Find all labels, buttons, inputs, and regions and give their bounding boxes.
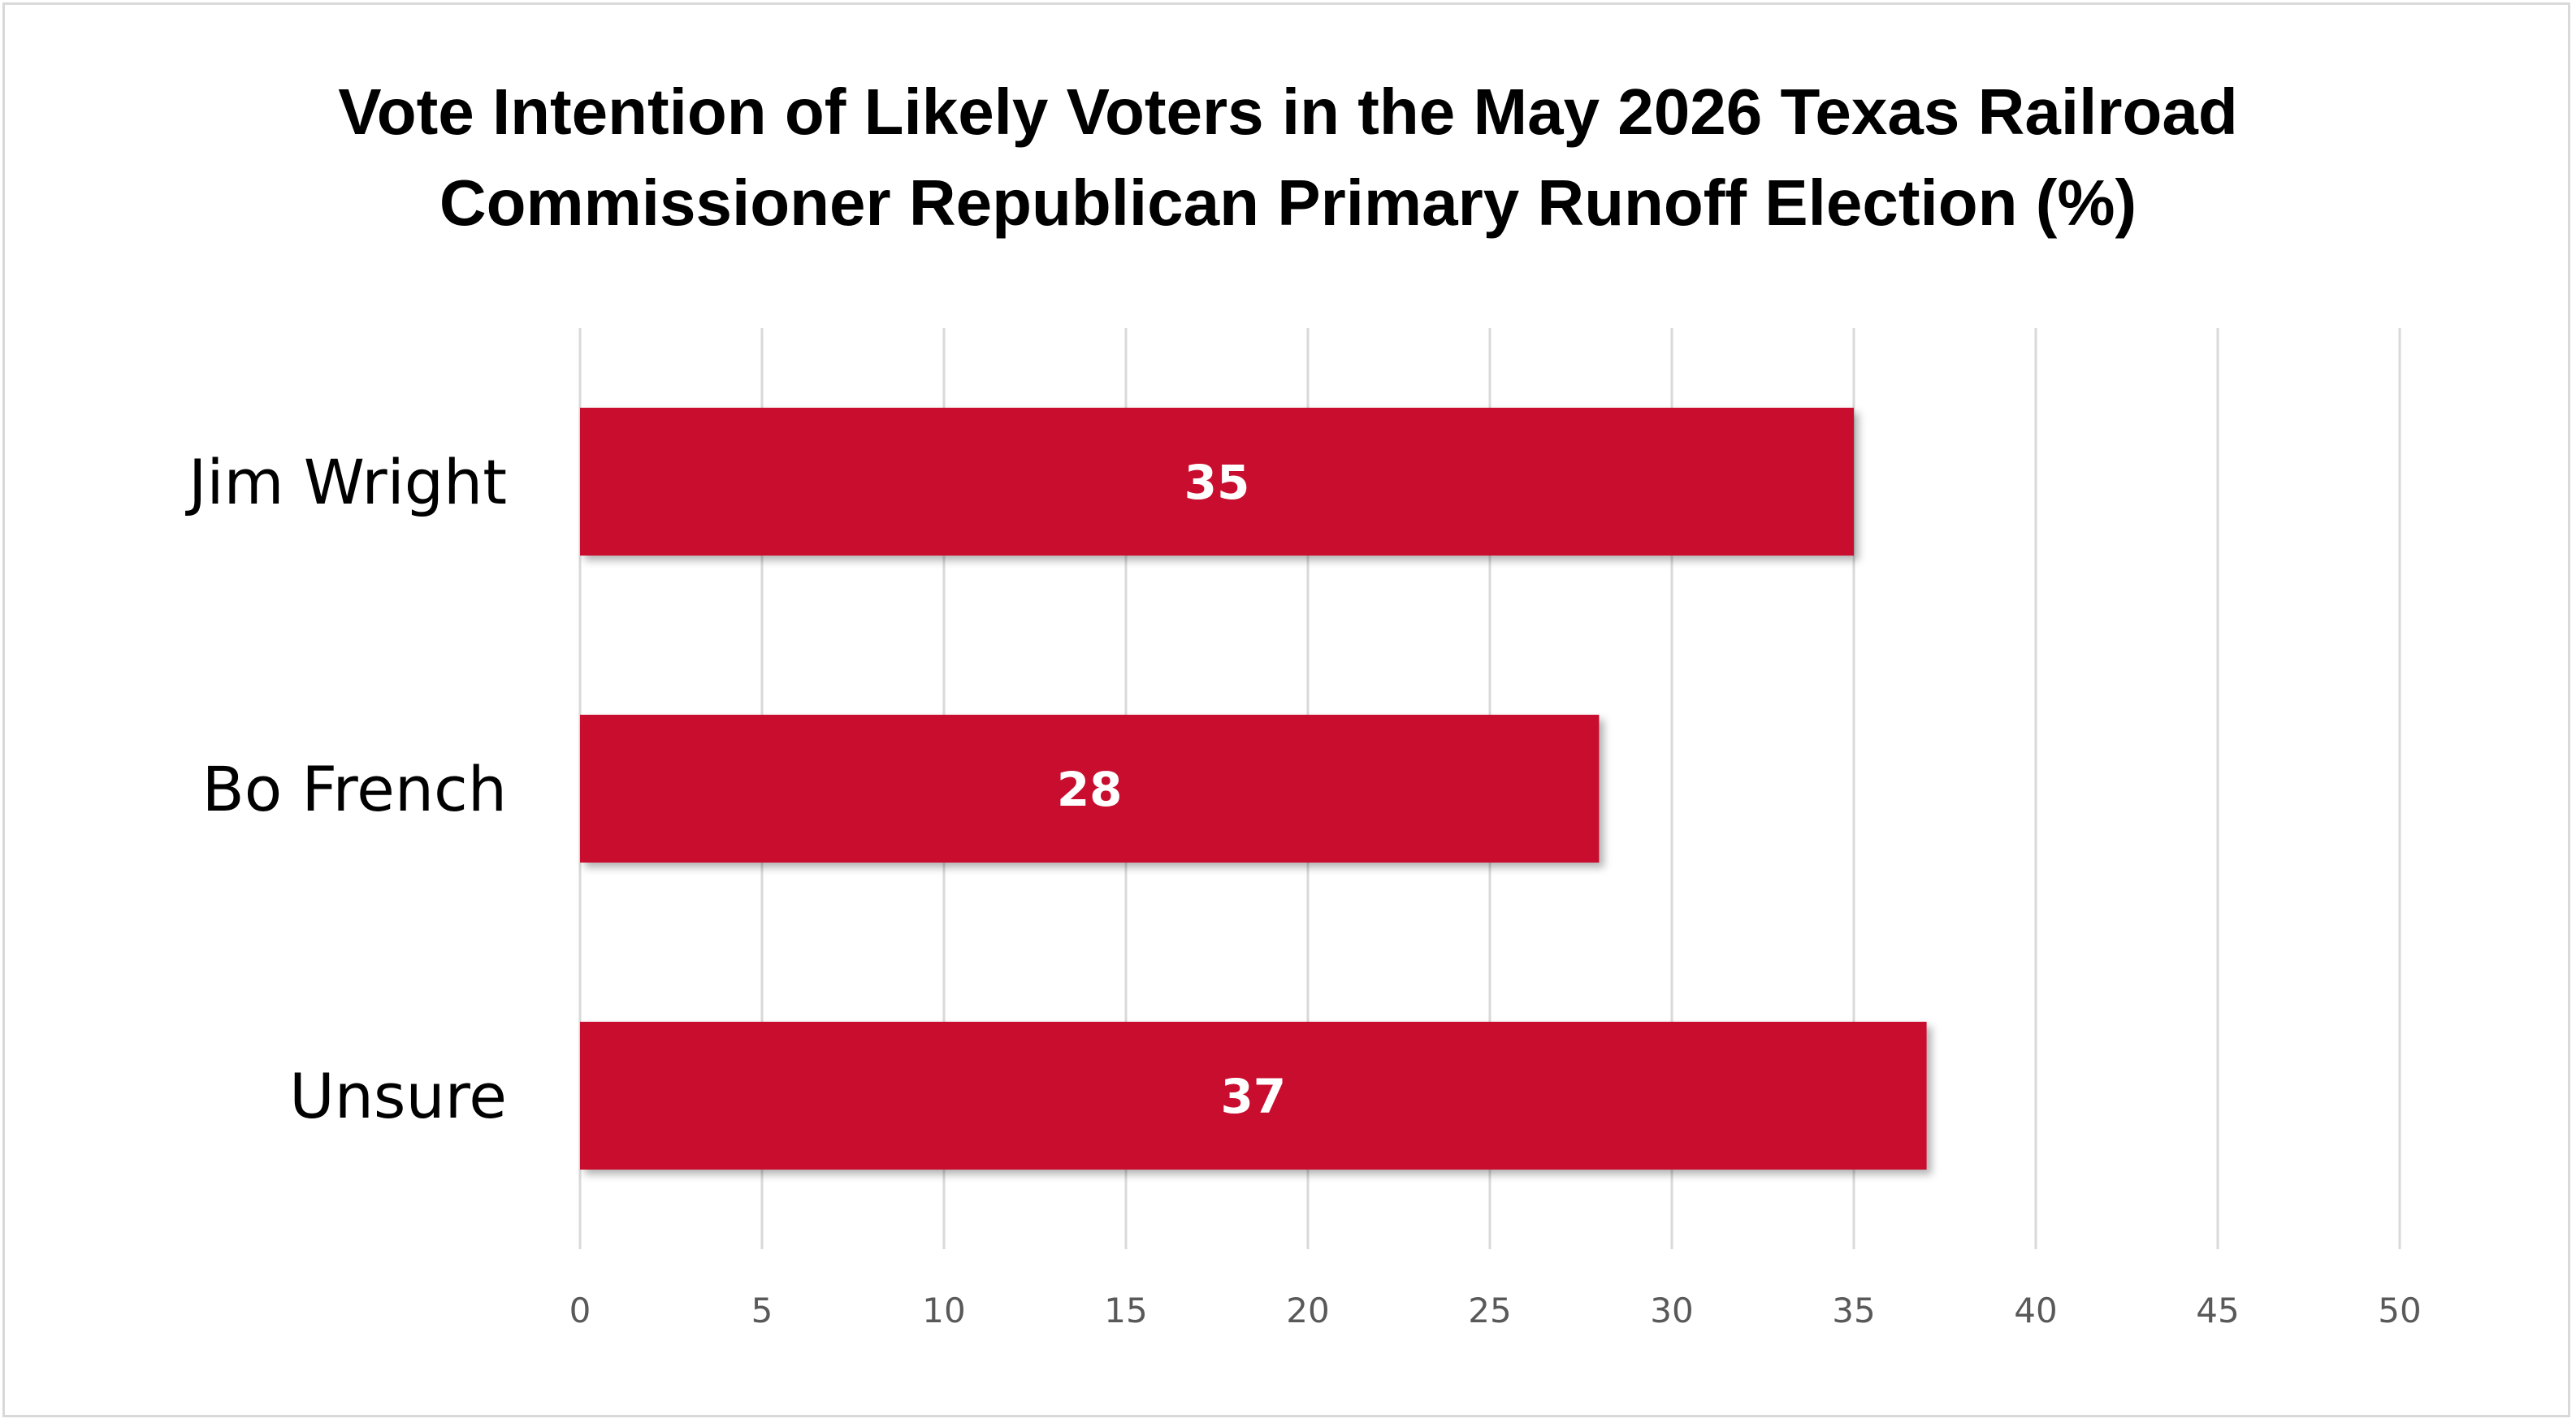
category-label: Bo French [202,753,507,825]
labels: 0 5 10 15 20 25 30 35 40 45 50 35 Jim Wright 28 Bo Fre… [185,446,2422,1330]
x-tick-label: 45 [2196,1291,2239,1330]
x-tick-label: 5 [751,1291,773,1330]
bar-unsure [580,1022,1927,1170]
category-label: Jim Wright [185,446,507,518]
data-label: 35 [1184,455,1250,510]
chart-title: Vote Intention of Likely Voters in the M… [0,67,2576,249]
chart-title-line-1: Vote Intention of Likely Voters in the M… [338,76,2238,148]
bar-bo-french [580,715,1600,863]
category-label: Unsure [289,1060,507,1132]
x-tick-label: 15 [1104,1291,1147,1330]
bar-jim-wright [580,408,1854,556]
x-tick-label: 50 [2378,1291,2421,1330]
x-tick-label: 10 [922,1291,965,1330]
x-tick-label: 40 [2014,1291,2057,1330]
data-label: 37 [1220,1069,1286,1124]
bars [580,408,1927,1170]
x-tick-label: 25 [1468,1291,1511,1330]
x-tick-label: 20 [1286,1291,1329,1330]
x-tick-label: 35 [1832,1291,1875,1330]
x-tick-label: 0 [569,1291,591,1330]
chart-title-line-2: Commissioner Republican Primary Runoff E… [439,167,2137,239]
x-tick-label: 30 [1650,1291,1693,1330]
data-label: 28 [1057,762,1123,817]
